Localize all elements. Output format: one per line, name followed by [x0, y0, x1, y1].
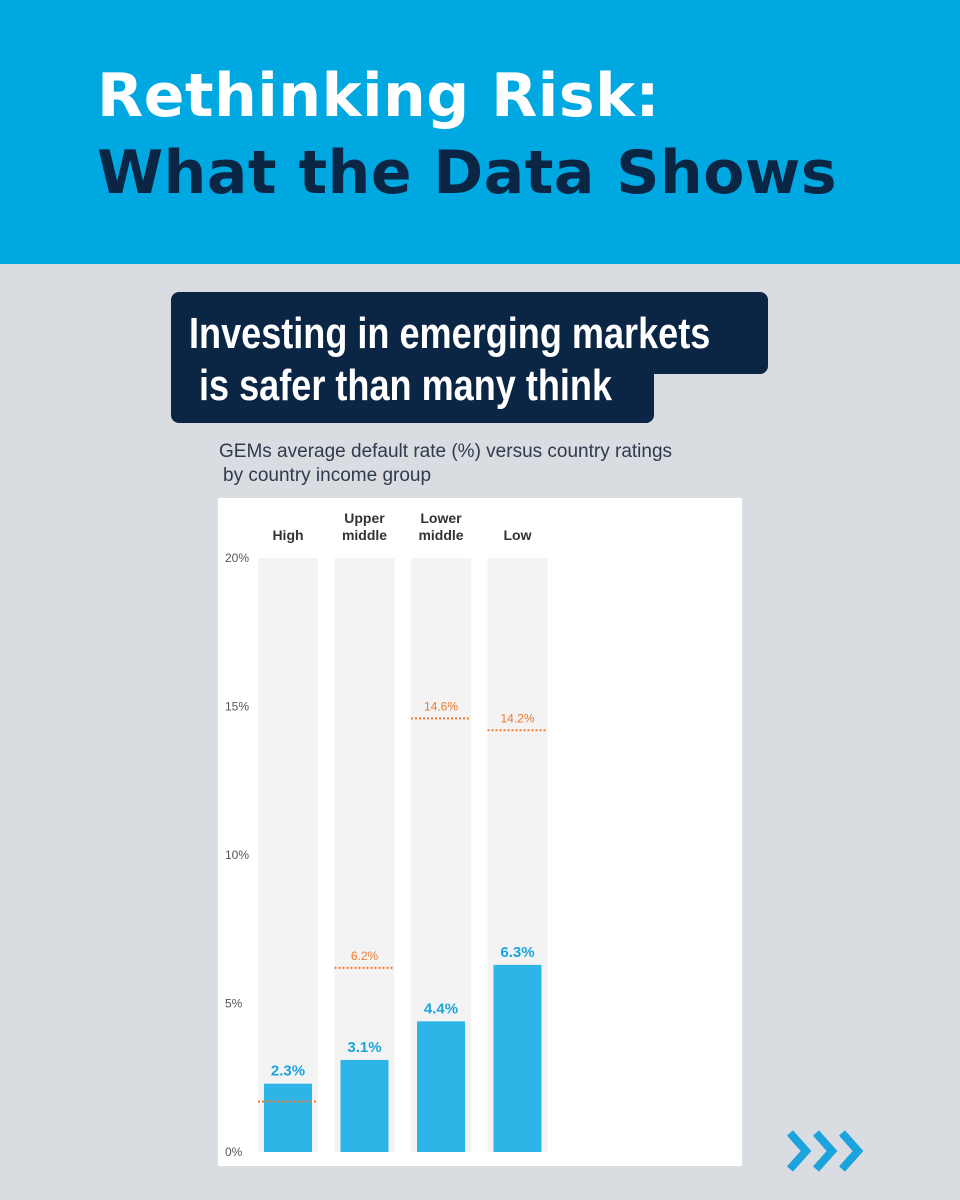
bar-value-label: 3.1% — [347, 1039, 381, 1056]
rating-value-label: 14.2% — [500, 711, 534, 725]
bar-chart: 0%5%10%15%20%High2.3%Uppermiddle3.1%6.2%… — [225, 510, 548, 1159]
rating-value-label: 6.2% — [351, 949, 379, 963]
category-label: Upper — [344, 510, 385, 526]
chart-subtitle-line-1: GEMs average default rate (%) versus cou… — [219, 441, 673, 462]
chart-panel: 0% 5% 10% 15% 20% High 2.3% Upper middle 3.1% 6.2%… — [218, 498, 742, 1166]
category-label: Lower — [420, 510, 462, 526]
bar-default-rate — [417, 1021, 465, 1152]
bar-default-rate — [493, 964, 542, 1152]
category-label: middle — [342, 527, 387, 543]
y-tick-label: 0% — [225, 1145, 243, 1159]
chevron-right-icon — [839, 1130, 864, 1172]
column-background — [334, 558, 395, 1152]
category-label: middle — [418, 527, 463, 543]
title-line-2: What the Data Shows — [97, 138, 838, 208]
bar-value-label: 6.3% — [500, 944, 534, 961]
y-tick-label: 10% — [225, 848, 249, 862]
bar-value-label: 4.4% — [424, 1000, 458, 1017]
rating-value-label: 14.6% — [424, 699, 458, 713]
column-background — [258, 558, 318, 1152]
y-tick-label: 5% — [225, 997, 243, 1011]
chart-subtitle: GEMs average default rate (%) versus cou… — [219, 440, 759, 488]
category-label: Low — [504, 527, 532, 543]
callout-box-bottom — [171, 350, 654, 423]
y-tick-label: 20% — [225, 551, 249, 565]
bar-value-label: 2.3% — [271, 1063, 305, 1080]
callout-line-2: is safer than many think — [199, 361, 613, 410]
bar-default-rate — [340, 1059, 389, 1152]
next-arrows-icon[interactable] — [786, 1128, 876, 1174]
chevron-right-icon — [813, 1130, 838, 1172]
y-tick-label: 15% — [225, 700, 249, 714]
header-banner: Rethinking Risk: What the Data Shows — [0, 0, 960, 264]
chart-subtitle-line-2: by country income group — [223, 465, 432, 486]
chevron-right-icon — [787, 1130, 812, 1172]
title-line-1: Rethinking Risk: — [97, 61, 660, 131]
category-label: High — [272, 527, 303, 543]
bar-default-rate — [264, 1083, 312, 1152]
callout-line-1: Investing in emerging markets — [189, 309, 711, 358]
